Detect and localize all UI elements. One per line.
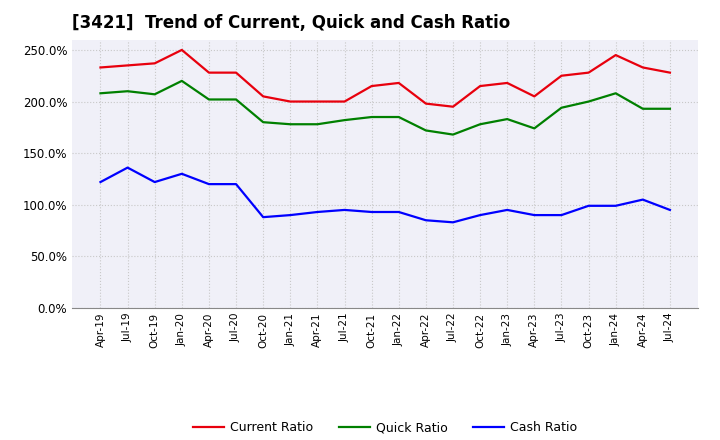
Current Ratio xyxy=(639,65,647,70)
Cash Ratio xyxy=(449,220,457,225)
Quick Ratio xyxy=(421,128,430,133)
Cash Ratio xyxy=(367,209,376,215)
Quick Ratio xyxy=(232,97,240,102)
Quick Ratio xyxy=(530,126,539,131)
Cash Ratio xyxy=(232,181,240,187)
Current Ratio xyxy=(150,61,159,66)
Quick Ratio xyxy=(665,106,674,111)
Quick Ratio xyxy=(611,91,620,96)
Quick Ratio xyxy=(204,97,213,102)
Current Ratio xyxy=(557,73,566,78)
Cash Ratio xyxy=(639,197,647,202)
Quick Ratio xyxy=(96,91,105,96)
Quick Ratio xyxy=(367,114,376,120)
Quick Ratio xyxy=(150,92,159,97)
Quick Ratio xyxy=(313,121,322,127)
Current Ratio xyxy=(204,70,213,75)
Cash Ratio xyxy=(557,213,566,218)
Quick Ratio xyxy=(286,121,294,127)
Cash Ratio xyxy=(530,213,539,218)
Current Ratio xyxy=(503,81,511,86)
Cash Ratio xyxy=(395,209,403,215)
Line: Cash Ratio: Cash Ratio xyxy=(101,168,670,222)
Current Ratio xyxy=(611,52,620,58)
Quick Ratio xyxy=(639,106,647,111)
Current Ratio xyxy=(341,99,349,104)
Current Ratio xyxy=(367,84,376,89)
Line: Current Ratio: Current Ratio xyxy=(101,50,670,106)
Legend: Current Ratio, Quick Ratio, Cash Ratio: Current Ratio, Quick Ratio, Cash Ratio xyxy=(188,416,582,439)
Current Ratio xyxy=(665,70,674,75)
Current Ratio xyxy=(313,99,322,104)
Current Ratio xyxy=(421,101,430,106)
Quick Ratio xyxy=(449,132,457,137)
Cash Ratio xyxy=(259,215,268,220)
Current Ratio xyxy=(395,81,403,86)
Quick Ratio xyxy=(557,105,566,110)
Current Ratio xyxy=(232,70,240,75)
Quick Ratio xyxy=(395,114,403,120)
Cash Ratio xyxy=(421,218,430,223)
Current Ratio xyxy=(449,104,457,109)
Current Ratio xyxy=(286,99,294,104)
Quick Ratio xyxy=(259,120,268,125)
Quick Ratio xyxy=(341,117,349,123)
Cash Ratio xyxy=(150,180,159,185)
Current Ratio xyxy=(96,65,105,70)
Quick Ratio xyxy=(123,88,132,94)
Current Ratio xyxy=(530,94,539,99)
Cash Ratio xyxy=(665,207,674,213)
Current Ratio xyxy=(584,70,593,75)
Current Ratio xyxy=(178,47,186,52)
Quick Ratio xyxy=(178,78,186,84)
Cash Ratio xyxy=(204,181,213,187)
Current Ratio xyxy=(123,63,132,68)
Text: [3421]  Trend of Current, Quick and Cash Ratio: [3421] Trend of Current, Quick and Cash … xyxy=(72,15,510,33)
Cash Ratio xyxy=(123,165,132,170)
Line: Quick Ratio: Quick Ratio xyxy=(101,81,670,135)
Cash Ratio xyxy=(503,207,511,213)
Cash Ratio xyxy=(313,209,322,215)
Cash Ratio xyxy=(96,180,105,185)
Cash Ratio xyxy=(476,213,485,218)
Cash Ratio xyxy=(611,203,620,209)
Cash Ratio xyxy=(178,171,186,176)
Quick Ratio xyxy=(584,99,593,104)
Quick Ratio xyxy=(503,117,511,122)
Quick Ratio xyxy=(476,121,485,127)
Current Ratio xyxy=(476,84,485,89)
Cash Ratio xyxy=(584,203,593,209)
Cash Ratio xyxy=(286,213,294,218)
Current Ratio xyxy=(259,94,268,99)
Cash Ratio xyxy=(341,207,349,213)
